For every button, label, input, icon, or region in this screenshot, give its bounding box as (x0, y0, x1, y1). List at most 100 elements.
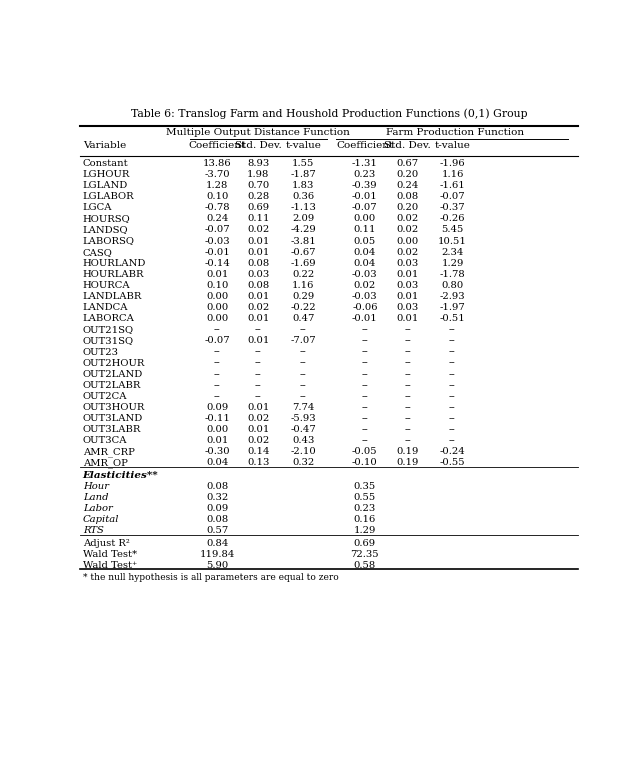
Text: --: -- (361, 347, 369, 357)
Text: 0.03: 0.03 (397, 303, 419, 312)
Text: OUT3LABR: OUT3LABR (83, 425, 141, 434)
Text: -0.24: -0.24 (440, 447, 465, 456)
Text: 0.00: 0.00 (206, 314, 228, 323)
Text: LANDCA: LANDCA (83, 303, 128, 312)
Text: 10.51: 10.51 (438, 237, 467, 245)
Text: Std. Dev.: Std. Dev. (385, 142, 431, 150)
Text: OUT2CA: OUT2CA (83, 392, 127, 401)
Text: 5.90: 5.90 (206, 561, 228, 569)
Text: t-value: t-value (435, 142, 471, 150)
Text: --: -- (449, 337, 456, 345)
Text: 1.28: 1.28 (206, 181, 229, 190)
Text: Multiple Output Distance Function: Multiple Output Distance Function (166, 129, 350, 137)
Text: 0.08: 0.08 (206, 482, 228, 491)
Text: -0.11: -0.11 (204, 414, 230, 423)
Text: --: -- (361, 425, 369, 434)
Text: -3.81: -3.81 (290, 237, 316, 245)
Text: Constant: Constant (83, 159, 128, 167)
Text: -1.97: -1.97 (440, 303, 465, 312)
Text: 0.02: 0.02 (247, 303, 270, 312)
Text: -1.31: -1.31 (352, 159, 377, 167)
Text: --: -- (214, 392, 220, 401)
Text: -0.14: -0.14 (204, 259, 230, 268)
Text: 0.10: 0.10 (206, 192, 229, 201)
Text: Coefficient: Coefficient (336, 142, 394, 150)
Text: HOURLAND: HOURLAND (83, 259, 146, 268)
Text: --: -- (404, 337, 411, 345)
Text: 0.32: 0.32 (206, 493, 228, 502)
Text: --: -- (300, 381, 306, 390)
Text: -0.55: -0.55 (440, 459, 465, 467)
Text: 0.00: 0.00 (206, 303, 228, 312)
Text: 0.69: 0.69 (247, 203, 270, 212)
Text: --: -- (404, 381, 411, 390)
Text: --: -- (449, 414, 456, 423)
Text: OUT2HOUR: OUT2HOUR (83, 358, 145, 368)
Text: 2.09: 2.09 (292, 214, 315, 224)
Text: 0.03: 0.03 (247, 270, 270, 279)
Text: --: -- (214, 347, 220, 357)
Text: --: -- (449, 425, 456, 434)
Text: -0.01: -0.01 (352, 192, 377, 201)
Text: 8.93: 8.93 (247, 159, 270, 167)
Text: 0.13: 0.13 (247, 459, 270, 467)
Text: 0.01: 0.01 (247, 237, 270, 245)
Text: 0.20: 0.20 (397, 170, 419, 179)
Text: 0.36: 0.36 (292, 192, 314, 201)
Text: 0.22: 0.22 (292, 270, 315, 279)
Text: 2.34: 2.34 (441, 248, 464, 256)
Text: 0.57: 0.57 (206, 527, 228, 535)
Text: LABORSQ: LABORSQ (83, 237, 135, 245)
Text: 1.29: 1.29 (354, 527, 376, 535)
Text: -0.07: -0.07 (204, 225, 230, 234)
Text: 119.84: 119.84 (200, 550, 235, 559)
Text: -0.07: -0.07 (352, 203, 377, 212)
Text: --: -- (361, 337, 369, 345)
Text: HOURLABR: HOURLABR (83, 270, 144, 279)
Text: 0.58: 0.58 (354, 561, 376, 569)
Text: 72.35: 72.35 (351, 550, 379, 559)
Text: --: -- (361, 381, 369, 390)
Text: --: -- (404, 347, 411, 357)
Text: --: -- (361, 326, 369, 334)
Text: 0.04: 0.04 (354, 248, 376, 256)
Text: -0.67: -0.67 (290, 248, 316, 256)
Text: --: -- (300, 358, 306, 368)
Text: --: -- (255, 381, 262, 390)
Text: Capital: Capital (83, 515, 119, 524)
Text: --: -- (449, 358, 456, 368)
Text: 0.02: 0.02 (247, 436, 270, 446)
Text: OUT3LAND: OUT3LAND (83, 414, 143, 423)
Text: 0.01: 0.01 (247, 403, 270, 412)
Text: --: -- (449, 392, 456, 401)
Text: OUT31SQ: OUT31SQ (83, 337, 134, 345)
Text: --: -- (361, 358, 369, 368)
Text: -0.03: -0.03 (204, 237, 230, 245)
Text: LGHOUR: LGHOUR (83, 170, 130, 179)
Text: --: -- (449, 370, 456, 379)
Text: -0.01: -0.01 (352, 314, 377, 323)
Text: --: -- (404, 403, 411, 412)
Text: 0.70: 0.70 (247, 181, 270, 190)
Text: 0.28: 0.28 (247, 192, 270, 201)
Text: --: -- (404, 326, 411, 334)
Text: -7.07: -7.07 (290, 337, 316, 345)
Text: Coefficient: Coefficient (189, 142, 246, 150)
Text: HOURSQ: HOURSQ (83, 214, 130, 224)
Text: 0.01: 0.01 (397, 314, 419, 323)
Text: --: -- (404, 358, 411, 368)
Text: 0.09: 0.09 (206, 403, 228, 412)
Text: 0.47: 0.47 (292, 314, 315, 323)
Text: -0.05: -0.05 (352, 447, 377, 456)
Text: 0.03: 0.03 (397, 281, 419, 290)
Text: 1.83: 1.83 (292, 181, 315, 190)
Text: 0.01: 0.01 (247, 337, 270, 345)
Text: 0.43: 0.43 (292, 436, 315, 446)
Text: 0.02: 0.02 (354, 281, 376, 290)
Text: --: -- (214, 326, 220, 334)
Text: 0.01: 0.01 (247, 248, 270, 256)
Text: 0.02: 0.02 (247, 225, 270, 234)
Text: --: -- (361, 436, 369, 446)
Text: LANDSQ: LANDSQ (83, 225, 128, 234)
Text: 0.19: 0.19 (397, 459, 419, 467)
